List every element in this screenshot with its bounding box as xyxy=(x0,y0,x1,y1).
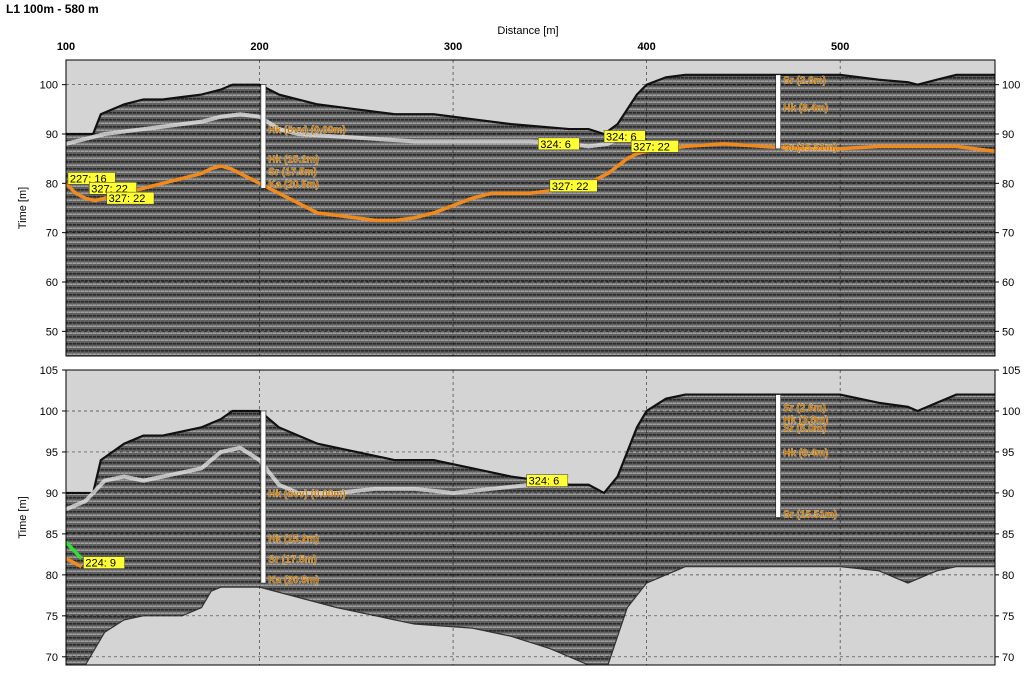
panel-frame xyxy=(65,369,996,666)
y-tick-label-right: 50 xyxy=(1002,326,1014,338)
pick-label: 324: 6 xyxy=(540,139,571,151)
pick-label: 327: 22 xyxy=(633,141,670,153)
pick-label-box[interactable] xyxy=(537,137,580,151)
y-tick-label-left: 105 xyxy=(40,365,58,377)
y-axis-label: Time [m] xyxy=(17,496,29,538)
pick-label-box[interactable] xyxy=(603,130,646,143)
borehole-layer-label: Sr (15.51m) xyxy=(783,142,837,153)
pick-label: 224: 9 xyxy=(85,558,116,570)
pick-label-box[interactable] xyxy=(83,556,125,569)
y-tick-label-right: 75 xyxy=(1002,611,1014,623)
y-tick-label-left: 90 xyxy=(46,488,58,500)
x-tick-label: 400 xyxy=(637,41,655,53)
panel-frame xyxy=(65,59,996,357)
panel-bottom: Hk (övv) (0.00m) Hk (15.2m) Sr (17.5m) Ka (… xyxy=(17,365,1020,666)
y-tick-label-right: 90 xyxy=(1002,129,1014,141)
x-tick-label: 200 xyxy=(250,41,268,53)
borehole-layer-label: Hk (övv) (0.00m) xyxy=(268,489,345,500)
y-tick-label-left: 80 xyxy=(46,570,58,582)
y-tick-label-right: 90 xyxy=(1002,488,1014,500)
y-tick-label-left: 95 xyxy=(46,447,58,459)
y-tick-label-right: 100 xyxy=(1002,80,1020,92)
horizon-line xyxy=(66,556,83,569)
borehole-layer-label: Hk (8.4m) xyxy=(783,103,828,114)
y-tick-label-right: 80 xyxy=(1002,178,1014,190)
pick-label-box[interactable] xyxy=(106,191,155,205)
radar-bottom-edge xyxy=(66,566,995,665)
y-tick-label-right: 85 xyxy=(1002,529,1014,541)
borehole-layer-label: Sr (17.5m) xyxy=(268,554,316,565)
borehole-layer-label: Sr (5.0m) xyxy=(783,423,826,434)
x-axis-label: Distance [m] xyxy=(497,25,558,37)
borehole-layer-label: Ka (20.5m) xyxy=(268,575,319,586)
y-tick-label-left: 80 xyxy=(46,178,58,190)
y-tick-label-left: 75 xyxy=(46,611,58,623)
pick-label: 324: 6 xyxy=(606,131,637,143)
pick-label: 327: 22 xyxy=(109,193,146,205)
borehole-layer-label: Sr (2.6m) xyxy=(783,76,826,87)
y-tick-label-left: 50 xyxy=(46,326,58,338)
borehole-layer-label: Hk (3.8m) xyxy=(783,415,828,426)
ground-surface-line xyxy=(66,73,995,136)
panel-plot-area: Hk (övv) (0.00m) Hk (15.2m) Sr (17.5m) Ka (… xyxy=(66,370,995,665)
y-tick-label-right: 70 xyxy=(1002,652,1014,664)
y-tick-label-right: 105 xyxy=(1002,365,1020,377)
borehole-layer-label: Ka (20.5m) xyxy=(268,179,319,190)
pick-label: 327: 22 xyxy=(552,181,589,193)
borehole-layer-label: Hk (8.4m) xyxy=(783,448,828,459)
y-tick-label-right: 70 xyxy=(1002,228,1014,240)
horizon-line xyxy=(66,540,83,560)
y-tick-label-right: 80 xyxy=(1002,570,1014,582)
x-tick-label: 500 xyxy=(831,41,849,53)
pick-label-box[interactable] xyxy=(630,140,679,153)
y-tick-label-left: 60 xyxy=(46,277,58,289)
y-tick-label-left: 70 xyxy=(46,652,58,664)
y-axis-label: Time [m] xyxy=(17,187,29,229)
horizon-line xyxy=(66,445,570,512)
panel-top: Hk (övv) (0.00m) Hk (15.2m)Sr (17.5m)Ka (… xyxy=(17,59,1020,357)
y-tick-label-right: 60 xyxy=(1002,277,1014,289)
y-tick-label-left: 100 xyxy=(40,80,58,92)
borehole-column[interactable] xyxy=(260,84,267,189)
borehole-layer-label: Hk (övv) (0.00m) xyxy=(268,125,345,136)
borehole-column[interactable] xyxy=(775,74,782,150)
x-tick-label: 300 xyxy=(444,41,462,53)
y-tick-label-right: 100 xyxy=(1002,406,1020,418)
x-tick-label: 100 xyxy=(57,41,75,53)
borehole-column[interactable] xyxy=(775,394,782,518)
y-tick-label-left: 90 xyxy=(46,129,58,141)
y-tick-label-right: 95 xyxy=(1002,447,1014,459)
page-title: L1 100m - 580 m xyxy=(6,2,99,16)
pick-label-box[interactable] xyxy=(549,179,598,193)
y-tick-label-left: 100 xyxy=(40,406,58,418)
y-tick-label-left: 70 xyxy=(46,228,58,240)
horizon-line xyxy=(66,142,995,223)
pick-label: 324: 6 xyxy=(529,476,560,488)
y-tick-label-left: 85 xyxy=(46,529,58,541)
pick-label-box[interactable] xyxy=(526,474,569,487)
borehole-layer-label: Sr (17.5m) xyxy=(268,167,316,178)
borehole-layer-label: Sr (15.51m) xyxy=(783,509,837,520)
panel-plot-area: Hk (övv) (0.00m) Hk (15.2m)Sr (17.5m)Ka (… xyxy=(66,60,995,356)
borehole-layer-label: Hk (15.2m) xyxy=(268,534,319,545)
borehole-layer-label: Hk (15.2m) xyxy=(268,155,319,166)
borehole-column[interactable] xyxy=(260,410,267,584)
borehole-layer-label: Sr (2.6m) xyxy=(783,403,826,414)
